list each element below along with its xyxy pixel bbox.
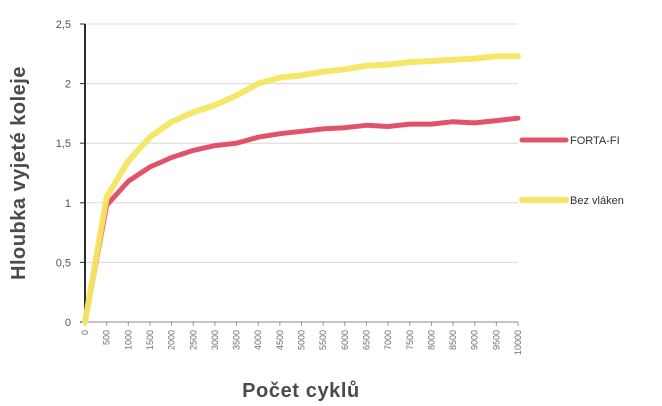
data-point <box>278 132 282 136</box>
data-point <box>234 93 239 98</box>
data-point <box>256 82 260 86</box>
data-point <box>234 141 239 145</box>
x-tick-label: 8500 <box>448 330 458 350</box>
x-tick-label: 1000 <box>123 330 133 350</box>
x-tick-label: 3500 <box>232 330 242 350</box>
data-point <box>148 135 152 139</box>
data-point <box>494 54 498 58</box>
y-tick-label: 0,5 <box>56 257 71 269</box>
x-tick-label: 7500 <box>405 330 415 350</box>
x-tick-label: 7000 <box>383 330 393 350</box>
y-axis-title: Hloubka vyjeté koleje <box>8 66 30 280</box>
plot-background <box>85 24 518 322</box>
data-point <box>278 76 282 80</box>
data-point <box>321 127 325 131</box>
x-tick-label: 6500 <box>361 330 371 350</box>
legend: FORTA-FI Bez vláken <box>519 135 624 207</box>
data-point <box>451 120 455 124</box>
data-point <box>364 123 369 127</box>
series-layer <box>82 53 521 325</box>
data-point <box>256 135 260 139</box>
data-point <box>105 195 109 199</box>
data-point <box>343 126 347 130</box>
y-tick-label: 1,5 <box>56 138 71 150</box>
data-point <box>451 58 455 62</box>
y-tick-label: 1 <box>65 198 71 210</box>
x-tick-label: 500 <box>102 330 112 345</box>
data-point <box>516 54 520 58</box>
grid-layer <box>80 23 519 326</box>
data-point <box>386 124 390 129</box>
x-tick-label: 2500 <box>188 330 198 350</box>
data-point <box>321 70 325 74</box>
data-point <box>494 118 498 123</box>
x-tick-label: 2000 <box>167 330 177 350</box>
y-tick-label: 2,5 <box>56 19 71 31</box>
data-point <box>170 155 174 160</box>
data-point <box>170 120 174 124</box>
data-point <box>299 129 304 133</box>
x-tick-label: 4000 <box>253 330 263 350</box>
data-point <box>516 116 520 120</box>
data-point <box>408 60 412 64</box>
x-tick-labels: 0 500 1000 1500 2000 2500 3000 3500 4000 4500 5000… <box>80 330 523 355</box>
x-tick-label: 4500 <box>275 330 285 350</box>
x-tick-label: 10000 <box>513 330 523 355</box>
legend-label: FORTA-FI <box>570 135 620 147</box>
x-tick-label: 1500 <box>145 330 155 350</box>
data-point <box>126 179 130 183</box>
data-point <box>364 64 369 68</box>
data-point <box>429 59 433 63</box>
data-point <box>343 67 347 71</box>
x-axis-title: Počet cyklů <box>242 380 360 402</box>
legend-label: Bez vláken <box>570 195 624 207</box>
data-point <box>408 122 412 126</box>
data-point <box>83 320 87 324</box>
x-tick-label: 6000 <box>340 330 350 350</box>
y-tick-label: 0 <box>65 317 71 329</box>
data-point <box>386 62 390 67</box>
x-tick-label: 5000 <box>297 330 307 350</box>
axis-layer <box>84 24 518 323</box>
x-tick-label: 9500 <box>491 330 501 350</box>
y-tick-label: 2 <box>65 79 71 91</box>
data-point <box>191 148 195 152</box>
data-point <box>126 159 130 163</box>
data-point <box>213 143 217 148</box>
x-tick-label: 9000 <box>470 330 480 350</box>
data-point <box>191 110 195 114</box>
x-tick-label: 8000 <box>426 330 436 350</box>
x-tick-label: 5500 <box>318 330 328 350</box>
x-tick-label: 3000 <box>210 330 220 350</box>
data-point <box>473 121 477 125</box>
data-point <box>213 103 217 107</box>
x-tick-label: 0 <box>80 330 90 335</box>
data-point <box>299 73 304 77</box>
data-point <box>429 122 433 126</box>
y-tick-labels: 0 0,5 1 1,5 2 2,5 <box>56 19 71 329</box>
data-point <box>148 165 152 169</box>
data-point <box>473 56 477 61</box>
